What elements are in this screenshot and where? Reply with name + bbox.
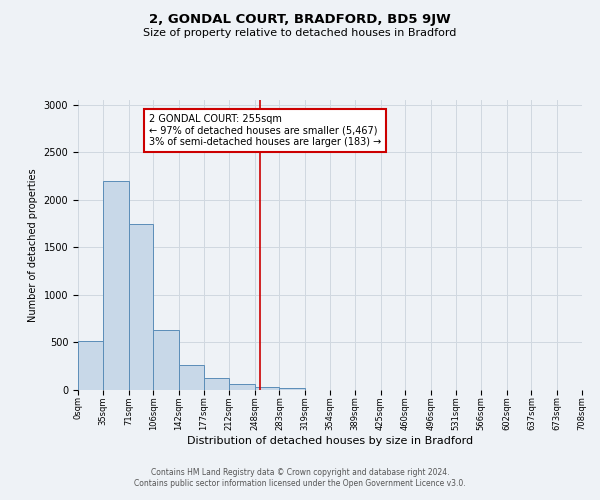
Bar bbox=[280, 388, 305, 390]
Bar bbox=[254, 387, 280, 390]
Bar bbox=[204, 378, 229, 390]
Bar bbox=[128, 224, 154, 390]
Text: 2, GONDAL COURT, BRADFORD, BD5 9JW: 2, GONDAL COURT, BRADFORD, BD5 9JW bbox=[149, 12, 451, 26]
Text: 2 GONDAL COURT: 255sqm
← 97% of detached houses are smaller (5,467)
3% of semi-d: 2 GONDAL COURT: 255sqm ← 97% of detached… bbox=[149, 114, 382, 148]
Bar bbox=[229, 384, 254, 390]
Bar bbox=[103, 181, 128, 390]
X-axis label: Distribution of detached houses by size in Bradford: Distribution of detached houses by size … bbox=[187, 436, 473, 446]
Bar bbox=[179, 366, 204, 390]
Bar bbox=[154, 330, 179, 390]
Bar bbox=[78, 340, 103, 390]
Text: Size of property relative to detached houses in Bradford: Size of property relative to detached ho… bbox=[143, 28, 457, 38]
Y-axis label: Number of detached properties: Number of detached properties bbox=[28, 168, 38, 322]
Text: Contains HM Land Registry data © Crown copyright and database right 2024.
Contai: Contains HM Land Registry data © Crown c… bbox=[134, 468, 466, 487]
